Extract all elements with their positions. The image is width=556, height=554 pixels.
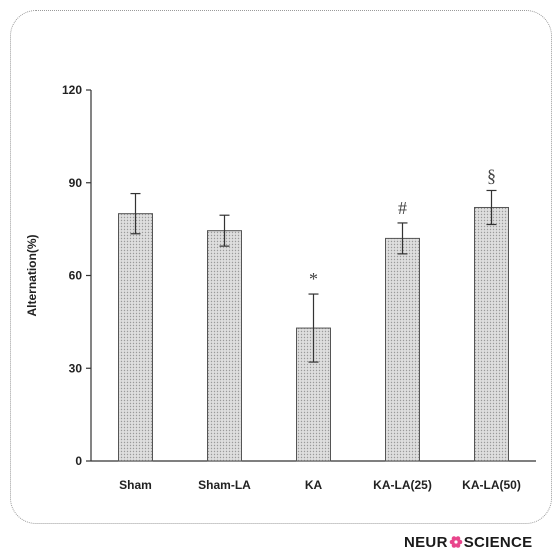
chart-labels: 0 30 60 90 120 Sham Sham-LA KA * KA-LA(25) # KA-LA(… bbox=[62, 83, 521, 492]
logo-petal bbox=[451, 543, 457, 548]
logo-petal bbox=[449, 539, 455, 545]
significance-marker: * bbox=[309, 269, 318, 289]
flower-icon bbox=[449, 536, 463, 548]
significance-marker: # bbox=[398, 198, 407, 218]
x-tick-label: KA bbox=[305, 478, 323, 492]
y-tick-label: 60 bbox=[69, 269, 83, 283]
figure-frame bbox=[10, 10, 552, 524]
x-tick-label: KA-LA(25) bbox=[373, 478, 432, 492]
logo-petal bbox=[457, 539, 463, 545]
y-tick-label: 0 bbox=[75, 454, 82, 468]
publisher-logo: NEUR SCIENCE bbox=[404, 534, 532, 551]
y-tick-label: 90 bbox=[69, 176, 83, 190]
bar bbox=[474, 206, 509, 462]
bar bbox=[207, 230, 242, 462]
logo-text-right: SCIENCE bbox=[463, 534, 533, 551]
logo-petal bbox=[455, 536, 461, 541]
y-tick-label: 30 bbox=[69, 361, 83, 375]
x-tick-label: KA-LA(50) bbox=[462, 478, 521, 492]
x-tick-label: Sham bbox=[119, 478, 152, 492]
logo-text-left: NEUR bbox=[404, 534, 448, 551]
logo-petal bbox=[451, 536, 457, 541]
chart-bars bbox=[118, 189, 509, 462]
x-tick-label: Sham-LA bbox=[198, 478, 251, 492]
bar bbox=[118, 213, 153, 462]
significance-marker: § bbox=[487, 165, 496, 185]
bar bbox=[385, 237, 420, 462]
logo-petal bbox=[455, 543, 461, 548]
y-tick-label: 120 bbox=[62, 83, 82, 97]
y-axis-label: Alternation(%) bbox=[25, 235, 39, 317]
bar-chart: 0 30 60 90 120 Sham Sham-LA KA * KA-LA(25) # KA-LA(… bbox=[25, 83, 536, 492]
